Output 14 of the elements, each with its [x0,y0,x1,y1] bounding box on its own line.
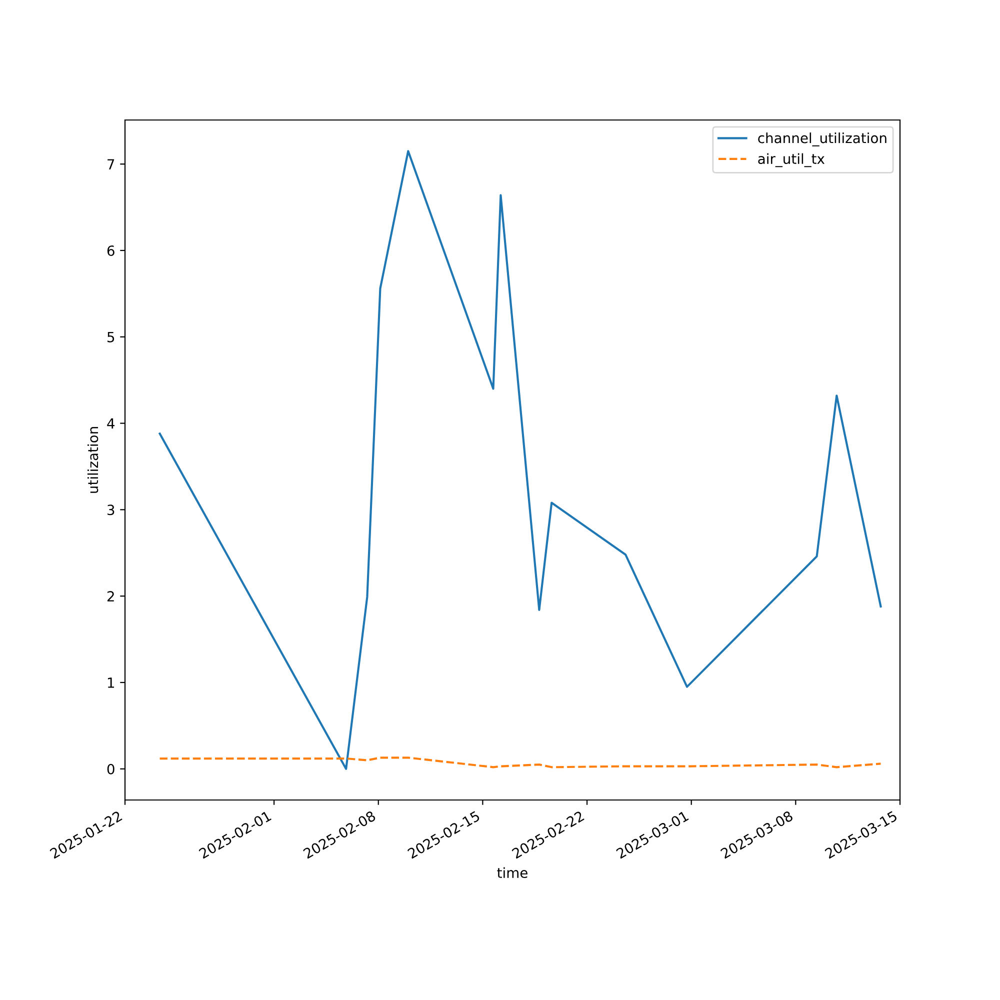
y-tick-label: 3 [108,504,114,516]
line-series [158,756,882,768]
y-axis-title: utilization [87,427,98,493]
x-axis-title: time [497,867,528,878]
legend-label: air_util_tx [758,153,825,168]
y-tick-label: 6 [107,245,114,256]
y-tick-label: 4 [107,418,114,429]
legend-label: channel_utilization [758,132,886,146]
y-tick-label: 2 [107,591,114,602]
y-tick-label: 5 [108,332,114,342]
y-tick-label: 7 [108,159,114,170]
line-series [158,150,882,770]
y-tick-label: 1 [108,678,114,688]
y-tick-label: 0 [107,764,114,774]
